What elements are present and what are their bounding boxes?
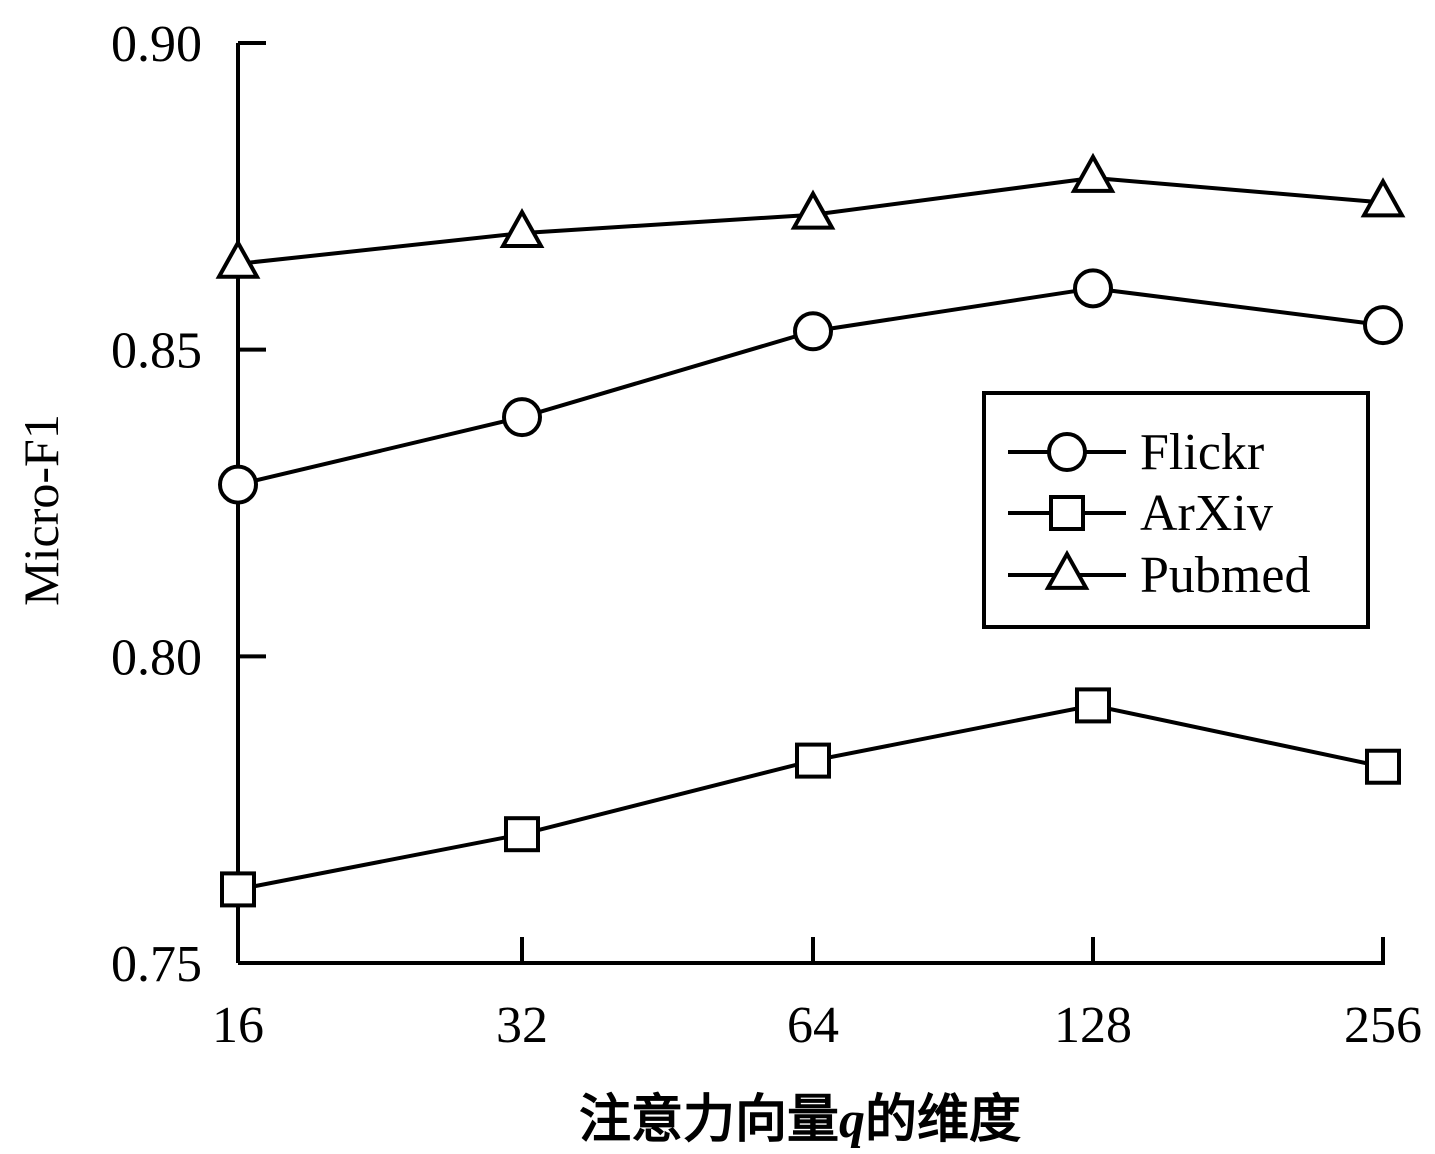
data-point-flickr-128: [1073, 268, 1113, 309]
series-arxiv: [220, 687, 1401, 908]
x-tick-label-0: 16: [212, 997, 264, 1054]
x-axis-title-variable: q: [839, 1092, 865, 1149]
data-point-flickr-32: [502, 397, 542, 438]
data-point-pubmed-64: [790, 189, 836, 230]
data-point-arxiv-64: [795, 742, 831, 779]
x-axis-title: 注意力向量q的维度: [579, 1089, 1021, 1150]
series-layer: [215, 152, 1406, 908]
legend-label-pubmed: Pubmed: [1140, 547, 1310, 604]
data-point-flickr-64: [793, 311, 833, 352]
axes: 0.75 0.80 0.85 0.90 16 32 64 128 256: [111, 16, 1422, 1054]
data-point-pubmed-128: [1070, 152, 1116, 193]
data-point-pubmed-16: [215, 238, 261, 279]
data-point-arxiv-16: [220, 871, 256, 908]
series-pubmed: [215, 152, 1406, 279]
y-tick-label-0: 0.75: [111, 936, 202, 993]
series-flickr: [218, 268, 1403, 505]
legend-box: [982, 391, 1370, 629]
x-tick-label-3: 128: [1054, 997, 1132, 1054]
x-axis-title-prefix: 注意力向量: [579, 1089, 839, 1150]
x-tick-label-2: 64: [787, 997, 839, 1054]
legend-label-arxiv: ArXiv: [1140, 485, 1273, 542]
legend-label-flickr: Flickr: [1140, 424, 1264, 481]
legend-marker-arxiv: [1049, 495, 1085, 531]
data-point-arxiv-128: [1075, 687, 1111, 724]
x-tick-label-1: 32: [496, 997, 548, 1054]
y-tick-label-3: 0.90: [111, 16, 202, 73]
legend-marker-pubmed: [1044, 549, 1090, 590]
data-point-arxiv-32: [504, 816, 540, 853]
data-point-pubmed-256: [1360, 177, 1406, 218]
data-point-flickr-256: [1363, 305, 1403, 346]
data-point-arxiv-256: [1365, 748, 1401, 785]
data-point-flickr-16: [218, 464, 258, 505]
x-tick-label-4: 256: [1344, 997, 1422, 1054]
series-line-arxiv: [237, 703, 1384, 892]
x-axis-title-suffix: 的维度: [865, 1089, 1021, 1150]
legend-marker-flickr: [1047, 432, 1087, 472]
y-tick-label-2: 0.85: [111, 323, 202, 380]
data-point-pubmed-32: [499, 207, 545, 249]
y-axis-title: Micro-F1: [13, 414, 69, 606]
y-tick-label-1: 0.80: [111, 629, 202, 686]
